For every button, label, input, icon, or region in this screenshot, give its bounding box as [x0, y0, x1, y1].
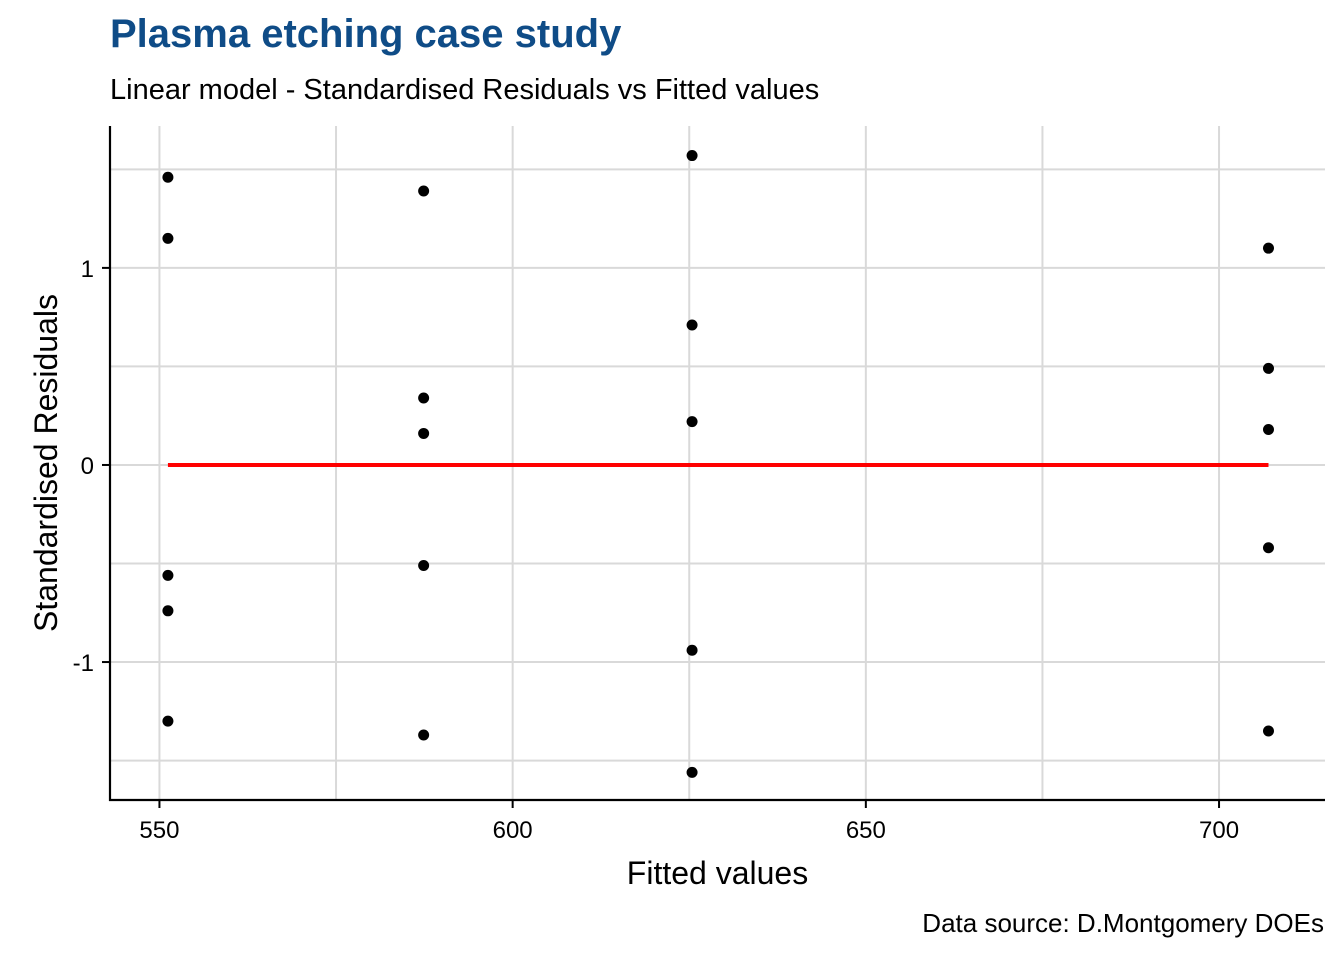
y-axis-title: Standardised Residuals: [28, 294, 64, 632]
x-tick-label: 550: [139, 817, 179, 844]
y-tick-label: -1: [73, 650, 94, 677]
data-point: [1262, 423, 1274, 435]
data-point: [1262, 362, 1274, 374]
data-point: [686, 319, 698, 331]
x-tick-label: 600: [493, 817, 533, 844]
chart-subtitle: Linear model - Standardised Residuals vs…: [110, 74, 820, 106]
points-layer: [162, 150, 1274, 778]
data-point: [162, 605, 174, 617]
data-point: [686, 416, 698, 428]
data-point: [418, 559, 430, 571]
data-point: [1262, 242, 1274, 254]
y-tick-label: 0: [81, 453, 94, 480]
data-point: [418, 427, 430, 439]
x-tick-label: 700: [1199, 817, 1239, 844]
y-tick-label: 1: [81, 256, 94, 283]
data-point: [686, 150, 698, 162]
x-tick-label: 650: [846, 817, 886, 844]
axes-layer: [102, 126, 1325, 808]
data-point: [1262, 725, 1274, 737]
data-point: [162, 171, 174, 183]
tick-labels-layer: 550 600 650 700 -1 0 1: [73, 256, 1239, 844]
data-point: [418, 185, 430, 197]
data-point: [162, 232, 174, 244]
data-point: [1262, 542, 1274, 554]
data-point: [686, 766, 698, 778]
data-point: [418, 729, 430, 741]
data-source-caption: Data source: D.Montgomery DOEs: [922, 908, 1324, 938]
data-point: [162, 569, 174, 581]
chart-title: Plasma etching case study: [110, 12, 622, 56]
data-point: [418, 392, 430, 404]
data-point: [162, 715, 174, 727]
data-point: [686, 644, 698, 656]
x-axis-title: Fitted values: [627, 855, 808, 891]
